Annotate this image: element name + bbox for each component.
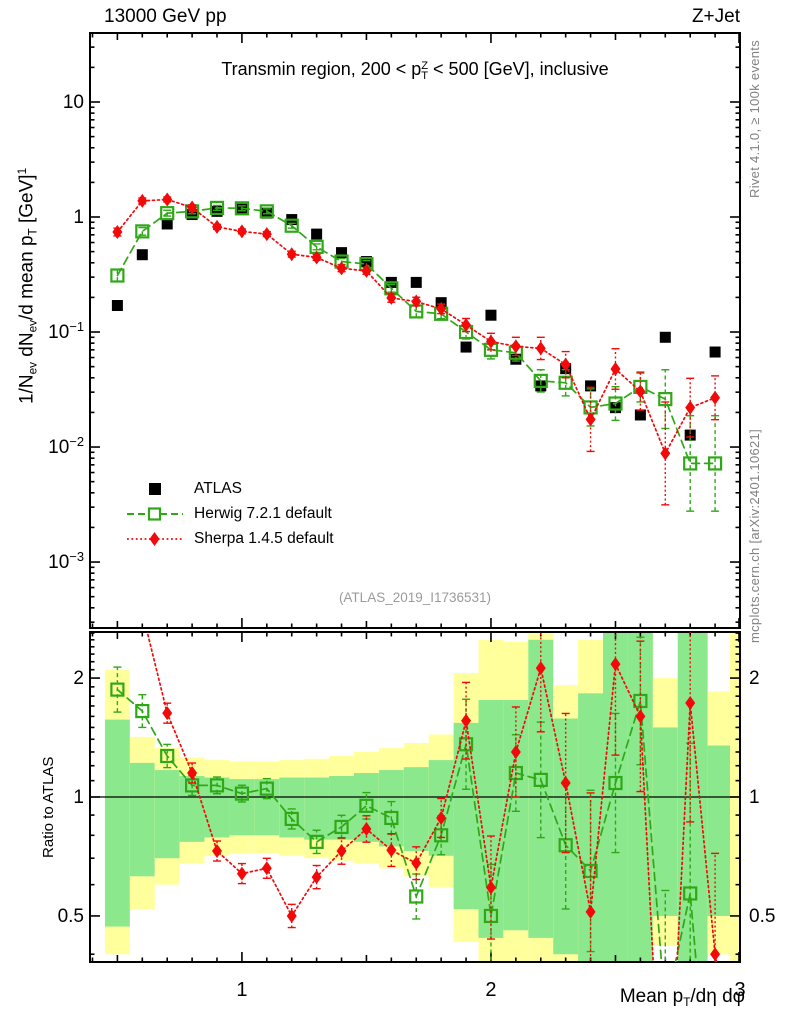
svg-text:10−1: 10−1: [48, 319, 84, 343]
legend-label: ATLAS: [194, 479, 242, 497]
legend-item-herwig: Herwig 7.2.1 default: [127, 501, 334, 526]
svg-text:2: 2: [73, 668, 84, 689]
plot-title: Transmin region, 200 < pZT < 500 [GeV], …: [221, 59, 609, 82]
svg-text:0.5: 0.5: [749, 906, 775, 927]
x-axis-title: Mean pT/dη dφ: [619, 986, 745, 1010]
atlas-marker-icon: [149, 482, 161, 495]
process-label: Z+Jet: [691, 6, 740, 27]
svg-text:10: 10: [63, 92, 84, 113]
legend: ATLAS Herwig 7.2.1 default Sherpa 1.4.5 …: [127, 476, 334, 551]
beam-energy-label: 13000 GeV pp: [104, 6, 227, 27]
legend-label: Sherpa 1.4.5 default: [194, 529, 334, 547]
svg-text:1: 1: [73, 207, 84, 228]
svg-text:1: 1: [73, 787, 84, 808]
ratio-axis-title: Ratio to ATLAS: [40, 756, 57, 858]
rivet-version-note: Rivet 4.1.0, ≥ 100k events: [747, 39, 762, 198]
svg-text:10−2: 10−2: [48, 434, 84, 458]
legend-item-sherpa: Sherpa 1.4.5 default: [127, 526, 334, 551]
svg-text:1: 1: [236, 979, 247, 1001]
mcplots-arxiv-note: mcplots.cern.ch [arXiv:2401.10621]: [747, 429, 762, 643]
sherpa-marker-icon: [127, 531, 183, 546]
svg-text:1: 1: [749, 787, 760, 808]
analysis-id-watermark: (ATLAS_2019_I1736531): [338, 590, 492, 605]
svg-text:3: 3: [734, 979, 745, 1001]
svg-text:10−3: 10−3: [48, 549, 84, 573]
svg-text:2: 2: [485, 979, 496, 1001]
legend-item-atlas: ATLAS: [127, 476, 334, 501]
legend-label: Herwig 7.2.1 default: [194, 504, 332, 522]
y-axis-title: 1/Nev dNev/d mean pT [GeV]1: [16, 167, 40, 404]
herwig-marker-icon: [127, 506, 183, 521]
svg-text:0.5: 0.5: [58, 906, 84, 927]
svg-text:2: 2: [749, 668, 760, 689]
